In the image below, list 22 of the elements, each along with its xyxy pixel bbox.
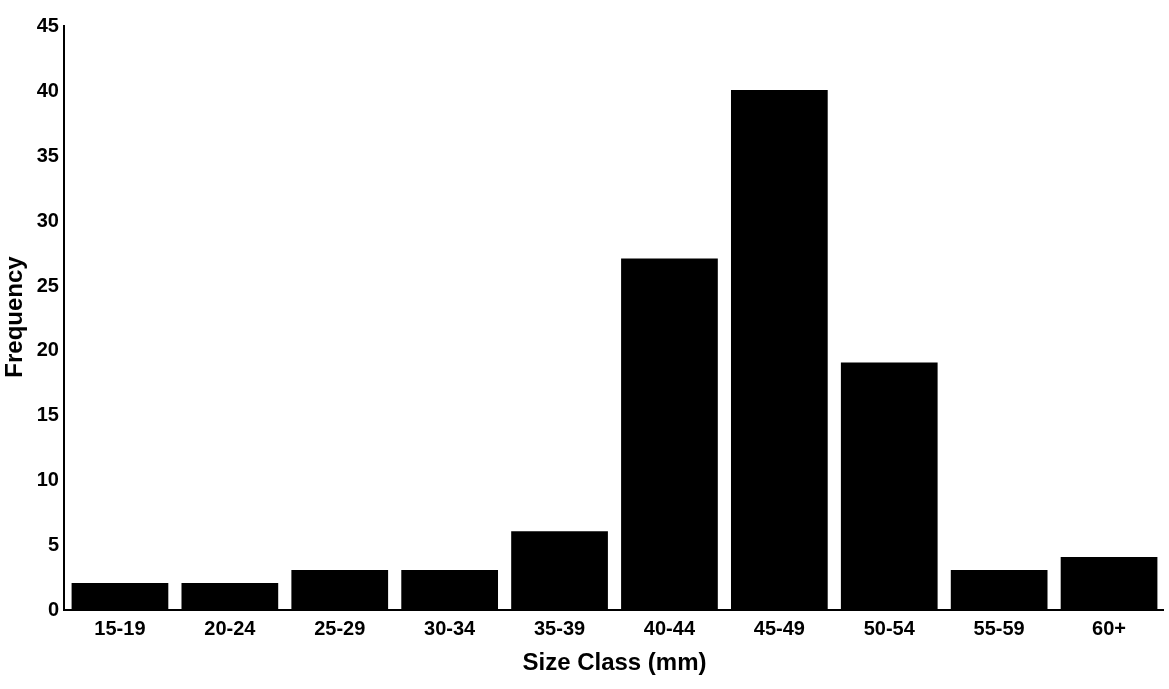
x-tick-label: 45-49 [753,617,805,639]
y-tick-label: 15 [36,403,59,426]
x-tick-label: 55-59 [973,617,1025,639]
x-tick-label: 20-24 [204,617,257,639]
y-tick-label: 35 [36,143,59,166]
x-tick-label: 15-19 [94,617,146,639]
y-tick-label: 40 [36,78,59,101]
x-tick-label: 30-34 [424,617,477,639]
y-tick-label: 30 [36,208,59,231]
x-tick-label: 40-44 [643,617,696,639]
y-tick-label: 20 [36,338,59,361]
x-axis-title: Size Class (mm) [522,647,707,675]
y-tick-label: 0 [47,598,59,620]
x-tick-label: 25-29 [314,617,366,639]
y-tick-label: 10 [36,468,59,491]
y-axis-title: Frequency [0,255,27,378]
y-tick-label: 25 [36,273,59,296]
x-tick-label: 60+ [1092,617,1127,639]
x-tick-label: 35-39 [533,617,586,639]
x-tick-label: 50-54 [863,617,916,639]
y-tick-label: 45 [36,14,59,36]
y-tick-label: 5 [47,533,59,556]
